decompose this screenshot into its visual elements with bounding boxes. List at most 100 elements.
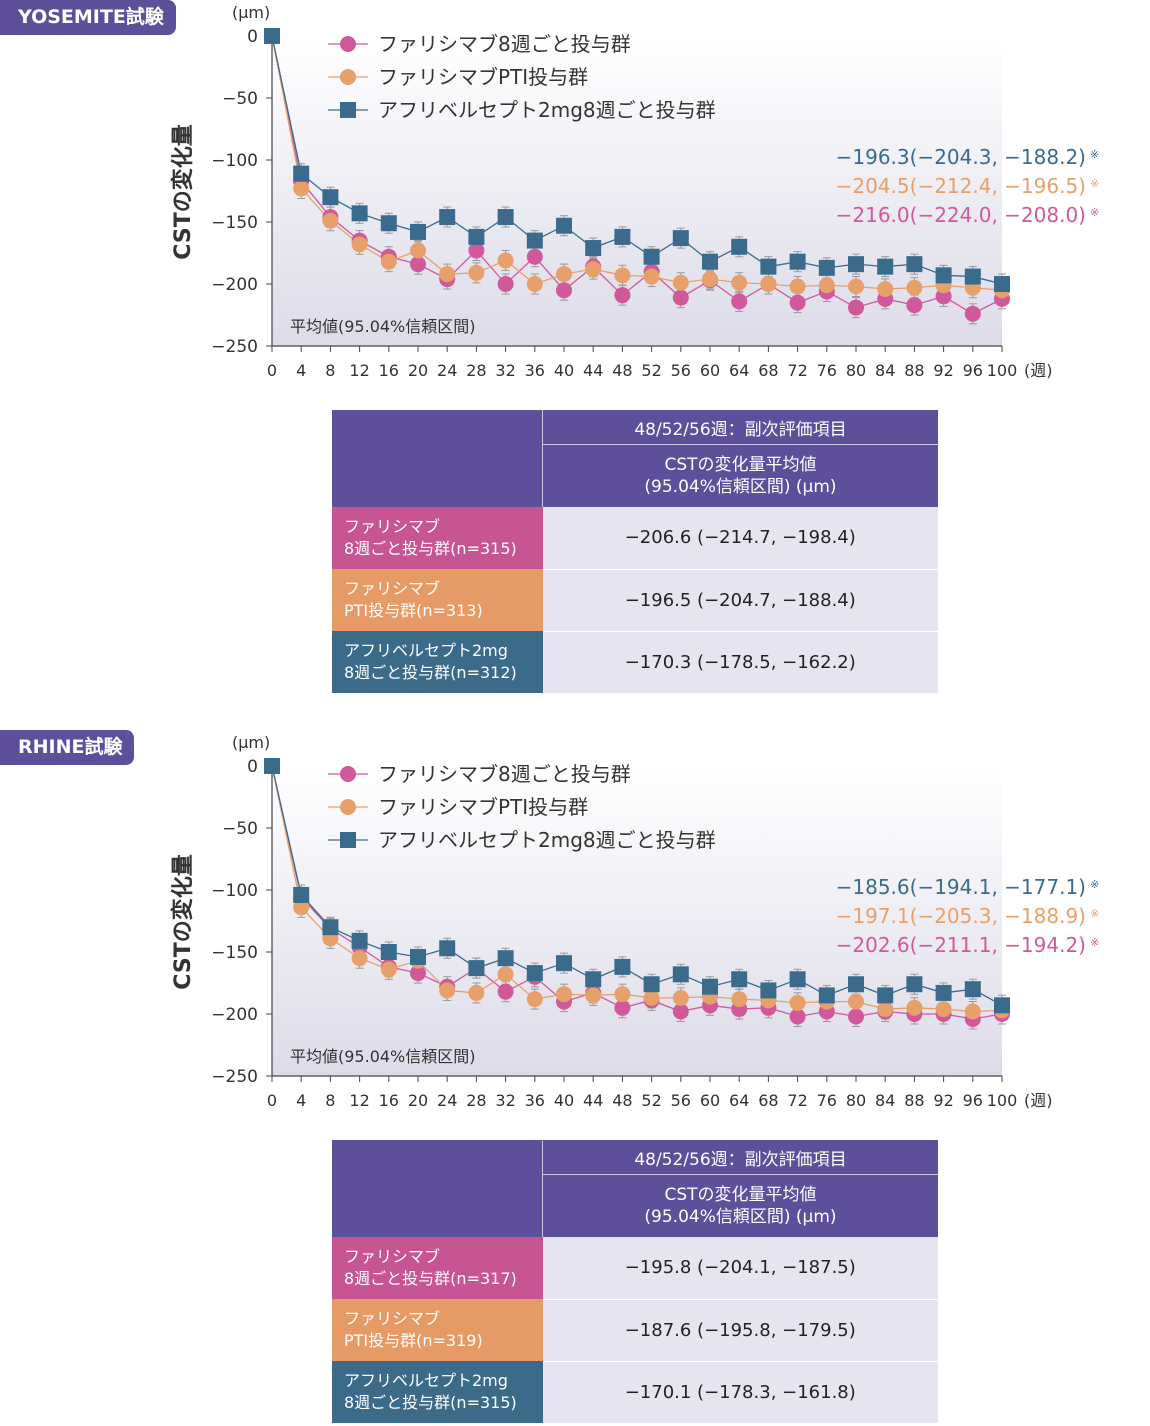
- x-tick-label: 0: [267, 361, 277, 380]
- row-value: −170.1 (−178.3, −161.8): [542, 1361, 938, 1424]
- x-tick-label: 16: [379, 1091, 399, 1110]
- legend-label: ファリシマブPTI投与群: [378, 65, 588, 89]
- row-label-line1: ファリシマブ: [344, 1247, 441, 1266]
- x-tick-label: 68: [758, 1091, 778, 1110]
- data-point-square: [585, 971, 602, 988]
- row-label-faricimab-pti: ファリシマブ PTI投与群(n=319): [332, 1299, 543, 1361]
- y-tick-label: 0: [247, 27, 258, 47]
- data-point-circle: [935, 288, 952, 305]
- table-header-metric-line1: CSTの変化量平均値: [664, 1185, 817, 1205]
- table-header-metric-line2: (95.04%信頼区間) (μm): [644, 1207, 837, 1227]
- data-point-circle: [468, 264, 485, 281]
- data-point-circle: [964, 1003, 981, 1020]
- legend-label: ファリシマブ8週ごと投与群: [378, 762, 631, 786]
- data-point-square: [293, 886, 310, 903]
- data-point-square: [760, 982, 777, 999]
- data-point-circle: [556, 282, 572, 299]
- x-tick-label: 96: [963, 361, 983, 380]
- data-point-circle: [497, 966, 514, 983]
- results-table-rhine: 48/52/56週：副次評価項目 CSTの変化量平均値 (95.04%信頼区間)…: [332, 1140, 938, 1424]
- data-point-square: [439, 940, 456, 957]
- data-point-circle: [848, 299, 864, 316]
- x-tick-label: 4: [296, 1091, 306, 1110]
- series-summary-value: −185.6(−194.1, −177.1): [836, 875, 1086, 899]
- data-point-square: [614, 228, 631, 245]
- footnote-mark: ※: [1090, 177, 1099, 190]
- x-tick-label: 68: [758, 361, 778, 380]
- x-tick-label: 40: [554, 361, 574, 380]
- data-point-square: [526, 232, 543, 249]
- x-tick-label: 52: [641, 1091, 661, 1110]
- x-tick-label: 84: [875, 1091, 895, 1110]
- series-summary-value: −204.5(−212.4, −196.5): [836, 174, 1086, 198]
- row-value: −187.6 (−195.8, −179.5): [542, 1299, 938, 1362]
- plot-area: [272, 766, 1002, 1076]
- data-point-square: [351, 205, 368, 222]
- x-tick-label: 96: [963, 1091, 983, 1110]
- data-point-circle: [848, 993, 864, 1010]
- data-point-square: [468, 228, 485, 245]
- data-point-square: [380, 944, 397, 960]
- data-point-circle: [731, 274, 748, 291]
- data-point-square: [906, 256, 923, 273]
- data-point-circle: [497, 252, 514, 269]
- x-tick-label: 72: [787, 361, 807, 380]
- data-point-square: [264, 758, 280, 774]
- legend-marker-circle: [340, 36, 356, 52]
- table-row: アフリベルセプト2mg 8週ごと投与群(n=315) −170.1 (−178.…: [332, 1361, 938, 1424]
- x-tick-label: 92: [933, 361, 953, 380]
- data-point-circle: [526, 276, 543, 292]
- legend-marker-circle: [340, 766, 356, 782]
- data-point-circle: [380, 961, 397, 978]
- x-tick-label: 76: [817, 1091, 837, 1110]
- data-point-square: [585, 240, 602, 257]
- data-point-square: [322, 919, 339, 936]
- data-point-circle: [614, 999, 631, 1016]
- data-point-square: [935, 984, 952, 1001]
- x-tick-label: 8: [325, 1091, 335, 1110]
- y-tick-label: −250: [211, 1067, 258, 1087]
- y-unit-label: (μm): [232, 733, 270, 752]
- y-tick-label: −150: [211, 213, 258, 233]
- series-summary-value: −202.6(−211.1, −194.2): [836, 933, 1086, 957]
- data-point-circle: [497, 983, 514, 1000]
- table-row: ファリシマブ PTI投与群(n=319) −187.6 (−195.8, −17…: [332, 1299, 938, 1362]
- x-tick-label: 48: [612, 1091, 632, 1110]
- x-tick-label: 72: [787, 1091, 807, 1110]
- row-label-aflibercept: アフリベルセプト2mg 8週ごと投与群(n=312): [332, 631, 543, 693]
- row-label-faricimab-q8w: ファリシマブ 8週ごと投与群(n=317): [332, 1237, 543, 1299]
- data-point-square: [410, 223, 426, 240]
- data-point-circle: [439, 982, 456, 999]
- data-point-square: [497, 950, 514, 967]
- table-row: アフリベルセプト2mg 8週ごと投与群(n=312) −170.3 (−178.…: [332, 631, 938, 694]
- row-value: −195.8 (−204.1, −187.5): [542, 1237, 938, 1300]
- stat-note: 平均値(95.04%信頼区間): [290, 1047, 476, 1066]
- table-header-corner: [332, 410, 543, 507]
- y-unit-label: (μm): [232, 3, 270, 22]
- data-point-circle: [731, 991, 748, 1008]
- x-tick-label: 20: [408, 361, 428, 380]
- data-point-circle: [468, 984, 485, 1001]
- footnote-mark: ※: [1090, 878, 1099, 891]
- footnote-mark: ※: [1090, 907, 1099, 920]
- data-point-square: [497, 209, 514, 226]
- y-tick-label: −250: [211, 337, 258, 357]
- y-tick-label: −100: [211, 151, 258, 171]
- table-header-timepoint: 48/52/56週：副次評価項目: [542, 1140, 938, 1175]
- data-point-circle: [731, 293, 748, 310]
- table-header-timepoint: 48/52/56週：副次評価項目: [542, 410, 938, 445]
- data-point-square: [906, 976, 923, 993]
- legend-label: ファリシマブ8週ごと投与群: [378, 32, 631, 56]
- data-point-square: [731, 238, 748, 255]
- x-tick-label: 36: [525, 361, 545, 380]
- row-label-line2: 8週ごと投与群(n=312): [344, 663, 517, 682]
- data-point-square: [877, 987, 894, 1004]
- table-row: ファリシマブ PTI投与群(n=313) −196.5 (−204.7, −18…: [332, 569, 938, 632]
- data-point-circle: [556, 266, 572, 283]
- data-point-circle: [906, 999, 923, 1016]
- x-tick-label: 36: [525, 1091, 545, 1110]
- data-point-circle: [935, 1001, 952, 1018]
- x-tick-label: 52: [641, 361, 661, 380]
- data-point-square: [556, 217, 572, 234]
